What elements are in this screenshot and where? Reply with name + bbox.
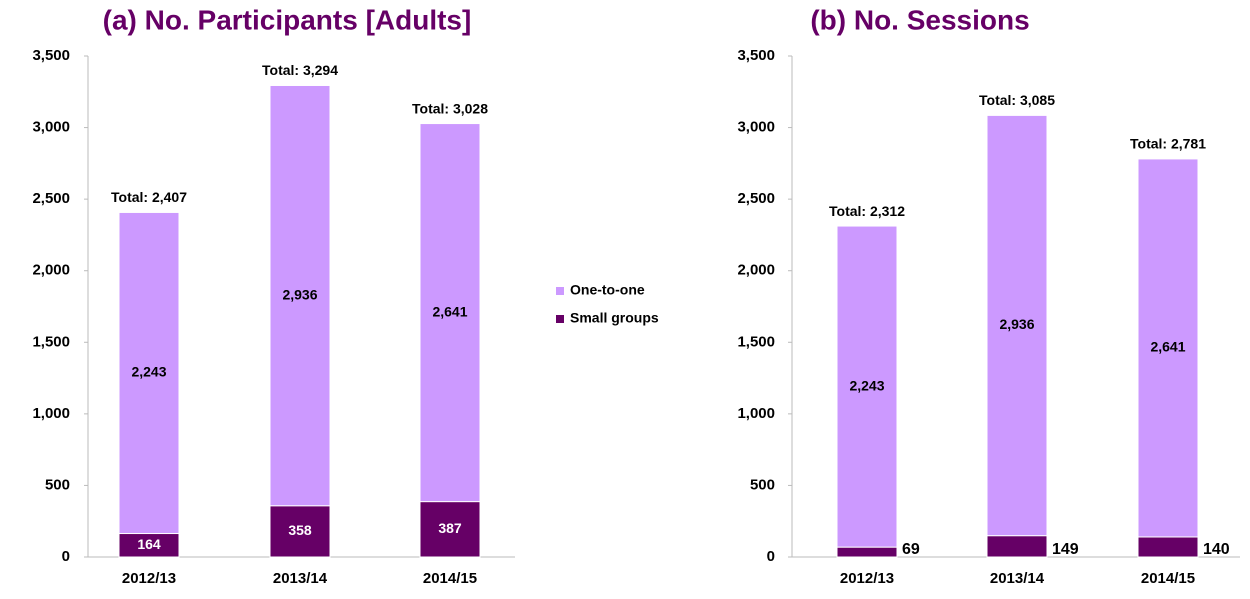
y-tick-label: 500 [45, 476, 70, 493]
chart-title: (a) No. Participants [Adults] [103, 4, 472, 35]
bar-segment [1137, 536, 1199, 558]
data-label: 140 [1203, 541, 1230, 558]
legend-swatch [556, 287, 564, 295]
x-tick-label: 2013/14 [990, 570, 1045, 587]
total-label: Total: 3,085 [979, 92, 1055, 108]
bar-segment [269, 84, 331, 507]
data-label: 2,641 [1150, 339, 1185, 355]
y-tick-label: 0 [767, 548, 775, 565]
x-tick-label: 2012/13 [840, 570, 894, 587]
x-tick-label: 2013/14 [273, 570, 328, 587]
y-tick-label: 2,000 [32, 262, 70, 279]
y-tick-label: 500 [750, 476, 775, 493]
data-label: 149 [1052, 541, 1079, 558]
y-tick-label: 3,500 [32, 47, 70, 64]
y-tick-label: 3,000 [737, 119, 775, 136]
data-label: 164 [137, 536, 161, 552]
y-tick-label: 1,000 [32, 405, 70, 422]
bar-segment [836, 225, 898, 548]
x-tick-label: 2014/15 [423, 570, 477, 587]
y-tick-label: 2,500 [737, 190, 775, 207]
legend-label: One-to-one [570, 282, 645, 298]
chart-title: (b) No. Sessions [810, 4, 1029, 35]
data-label: 2,243 [849, 377, 884, 393]
data-label: 2,641 [432, 303, 467, 319]
data-label: 2,936 [999, 316, 1034, 332]
y-tick-label: 2,500 [32, 190, 70, 207]
data-label: 358 [288, 522, 312, 538]
y-tick-label: 1,000 [737, 405, 775, 422]
legend-label: Small groups [570, 310, 659, 326]
y-tick-label: 1,500 [32, 333, 70, 350]
y-tick-label: 1,500 [737, 333, 775, 350]
total-label: Total: 3,294 [262, 62, 338, 78]
bar-segment [986, 114, 1048, 537]
bar-segment [419, 123, 481, 503]
data-label: 69 [902, 541, 920, 558]
bar-segment [269, 505, 331, 558]
total-label: Total: 3,028 [412, 100, 488, 116]
bar-segment [118, 211, 180, 535]
total-label: Total: 2,781 [1130, 136, 1206, 152]
bar-segment [986, 535, 1048, 558]
bar-segment [1137, 158, 1199, 538]
data-label: 2,936 [282, 286, 317, 302]
x-tick-label: 2012/13 [122, 570, 176, 587]
data-label: 2,243 [131, 364, 166, 380]
y-tick-label: 3,500 [737, 47, 775, 64]
total-label: Total: 2,312 [829, 203, 905, 219]
bar-segment [419, 501, 481, 558]
x-tick-label: 2014/15 [1141, 570, 1195, 587]
data-label: 387 [438, 520, 462, 536]
y-tick-label: 2,000 [737, 262, 775, 279]
bar-segment [836, 546, 898, 558]
y-tick-label: 3,000 [32, 119, 70, 136]
y-tick-label: 0 [62, 548, 70, 565]
legend-swatch [556, 315, 564, 323]
total-label: Total: 2,407 [111, 189, 187, 205]
